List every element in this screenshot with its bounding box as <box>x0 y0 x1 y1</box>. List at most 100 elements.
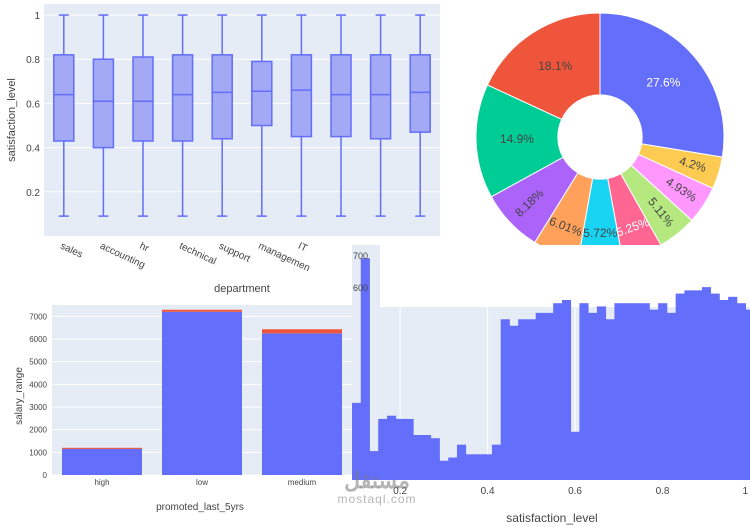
histogram-bar <box>623 303 633 480</box>
histogram-bar <box>360 258 370 480</box>
histogram-bar <box>439 460 449 480</box>
histogram-bar <box>675 293 685 480</box>
histogram-bar <box>526 319 537 480</box>
histogram-bar <box>413 435 423 480</box>
histogram-bar <box>456 444 467 480</box>
box-y-tick-label: 1 <box>34 11 40 22</box>
histogram-bar <box>404 418 414 480</box>
box-x-tick-label: support <box>217 241 252 265</box>
histogram-bar <box>430 438 440 480</box>
box-iqr <box>409 54 431 133</box>
histogram-x-tick-label: 0.4 <box>481 486 495 497</box>
histogram-bar <box>605 319 615 480</box>
histogram-x-tick-label: 1 <box>742 486 748 497</box>
box-y-tick-label: 0.2 <box>26 188 40 199</box>
histogram-bar <box>553 303 563 480</box>
bar-y-tick-label: 2000 <box>29 426 47 435</box>
box-y-axis-title: satisfaction_level <box>6 78 18 162</box>
histogram-bar <box>352 402 362 480</box>
box-x-tick-label: IT <box>296 241 309 255</box>
histogram-bar <box>500 319 510 480</box>
bar-y-tick-label: 7000 <box>29 312 47 321</box>
watermark-arabic: مستقل <box>344 468 410 493</box>
box-iqr <box>290 54 313 138</box>
box-iqr <box>171 54 194 142</box>
histogram-bar <box>649 309 659 480</box>
histogram-bar <box>544 312 554 480</box>
histogram-y-tick-label: 700 <box>353 251 368 261</box>
watermark: مستقل mostaql.com <box>322 468 432 507</box>
histogram-bar <box>588 312 598 480</box>
bar-y-tick-label: 6000 <box>29 335 47 344</box>
bar-segment-series-0 <box>262 333 342 475</box>
histogram-bar <box>745 309 750 480</box>
bar-segment-series-1 <box>62 447 142 449</box>
histogram-bar <box>710 293 720 480</box>
bar-y-tick-label: 1000 <box>29 448 47 457</box>
histogram-bar <box>666 312 677 480</box>
box-x-tick-label: hr <box>138 241 151 255</box>
histogram-bar <box>631 303 642 480</box>
histogram-bar <box>483 454 493 480</box>
histogram-bar <box>518 319 528 480</box>
bar-segment-series-1 <box>162 309 242 312</box>
pie-slice-label: 27.6% <box>646 75 680 89</box>
pie-slice <box>599 12 725 158</box>
bar-y-tick-label: 0 <box>43 471 48 480</box>
box-iqr <box>251 60 273 127</box>
bar-segment-series-0 <box>162 311 242 475</box>
histogram-bar <box>465 454 475 480</box>
box-x-tick-label: technical <box>177 241 217 268</box>
pie-slice-label: 14.9% <box>500 132 534 146</box>
bar-y-axis-title: salary_range <box>14 367 25 425</box>
histogram-bar <box>561 300 572 480</box>
box-iqr <box>330 54 352 138</box>
pie-slice-label: 18.1% <box>538 59 572 73</box>
histogram-x-axis-title: satisfaction_level <box>506 511 597 525</box>
bar-segment-series-0 <box>62 448 142 475</box>
histogram-bar <box>640 303 650 480</box>
histogram-bar <box>378 418 388 480</box>
histogram-bar <box>736 303 747 480</box>
box-y-tick-label: 0.8 <box>26 55 40 66</box>
bar-y-tick-label: 5000 <box>29 358 47 367</box>
histogram-bar <box>509 325 519 480</box>
histogram-bar <box>658 303 668 480</box>
histogram-bar <box>570 431 580 480</box>
histogram-bar <box>728 296 738 480</box>
box-x-tick-label: sales <box>59 241 85 261</box>
histogram-bar <box>579 303 589 480</box>
box-y-tick-label: 0.6 <box>26 99 40 110</box>
box-x-axis-title: department <box>214 283 270 295</box>
histogram-bar <box>369 451 379 480</box>
histogram-bar <box>474 454 484 480</box>
histogram-bar <box>421 435 432 480</box>
histogram-bar <box>491 444 502 480</box>
bar-segment-series-1 <box>262 329 342 334</box>
histogram-y-tick-label: 600 <box>353 283 368 293</box>
histogram-bar <box>596 306 607 480</box>
pie-slice <box>475 84 564 198</box>
pie-slice-label: 5.72% <box>583 226 617 240</box>
box-iqr <box>132 56 154 142</box>
box-iqr <box>211 54 233 140</box>
watermark-latin: mostaql.com <box>337 492 417 506</box>
bar-x-tick-label: medium <box>288 478 317 487</box>
bar-y-tick-label: 4000 <box>29 380 47 389</box>
histogram-bar <box>386 415 397 480</box>
histogram-bar <box>535 312 545 480</box>
pie-slice <box>486 12 601 120</box>
box-iqr <box>92 58 115 149</box>
histogram-bar <box>719 300 729 480</box>
box-iqr <box>53 54 75 142</box>
box-y-tick-label: 0.4 <box>26 144 40 155</box>
bar-x-axis-title: promoted_last_5yrs <box>156 502 244 513</box>
histogram-bar <box>684 290 694 480</box>
histogram-bar <box>701 287 712 480</box>
histogram-x-tick-label: 0.2 <box>393 486 407 497</box>
bar-chart-panel: 0 1000 2000 3000 4000 5000 6000 7000 high low med… <box>14 305 352 513</box>
histogram-bar <box>614 303 624 480</box>
histogram-bar <box>693 290 703 480</box>
histogram-x-tick-label: 0.6 <box>568 486 582 497</box>
